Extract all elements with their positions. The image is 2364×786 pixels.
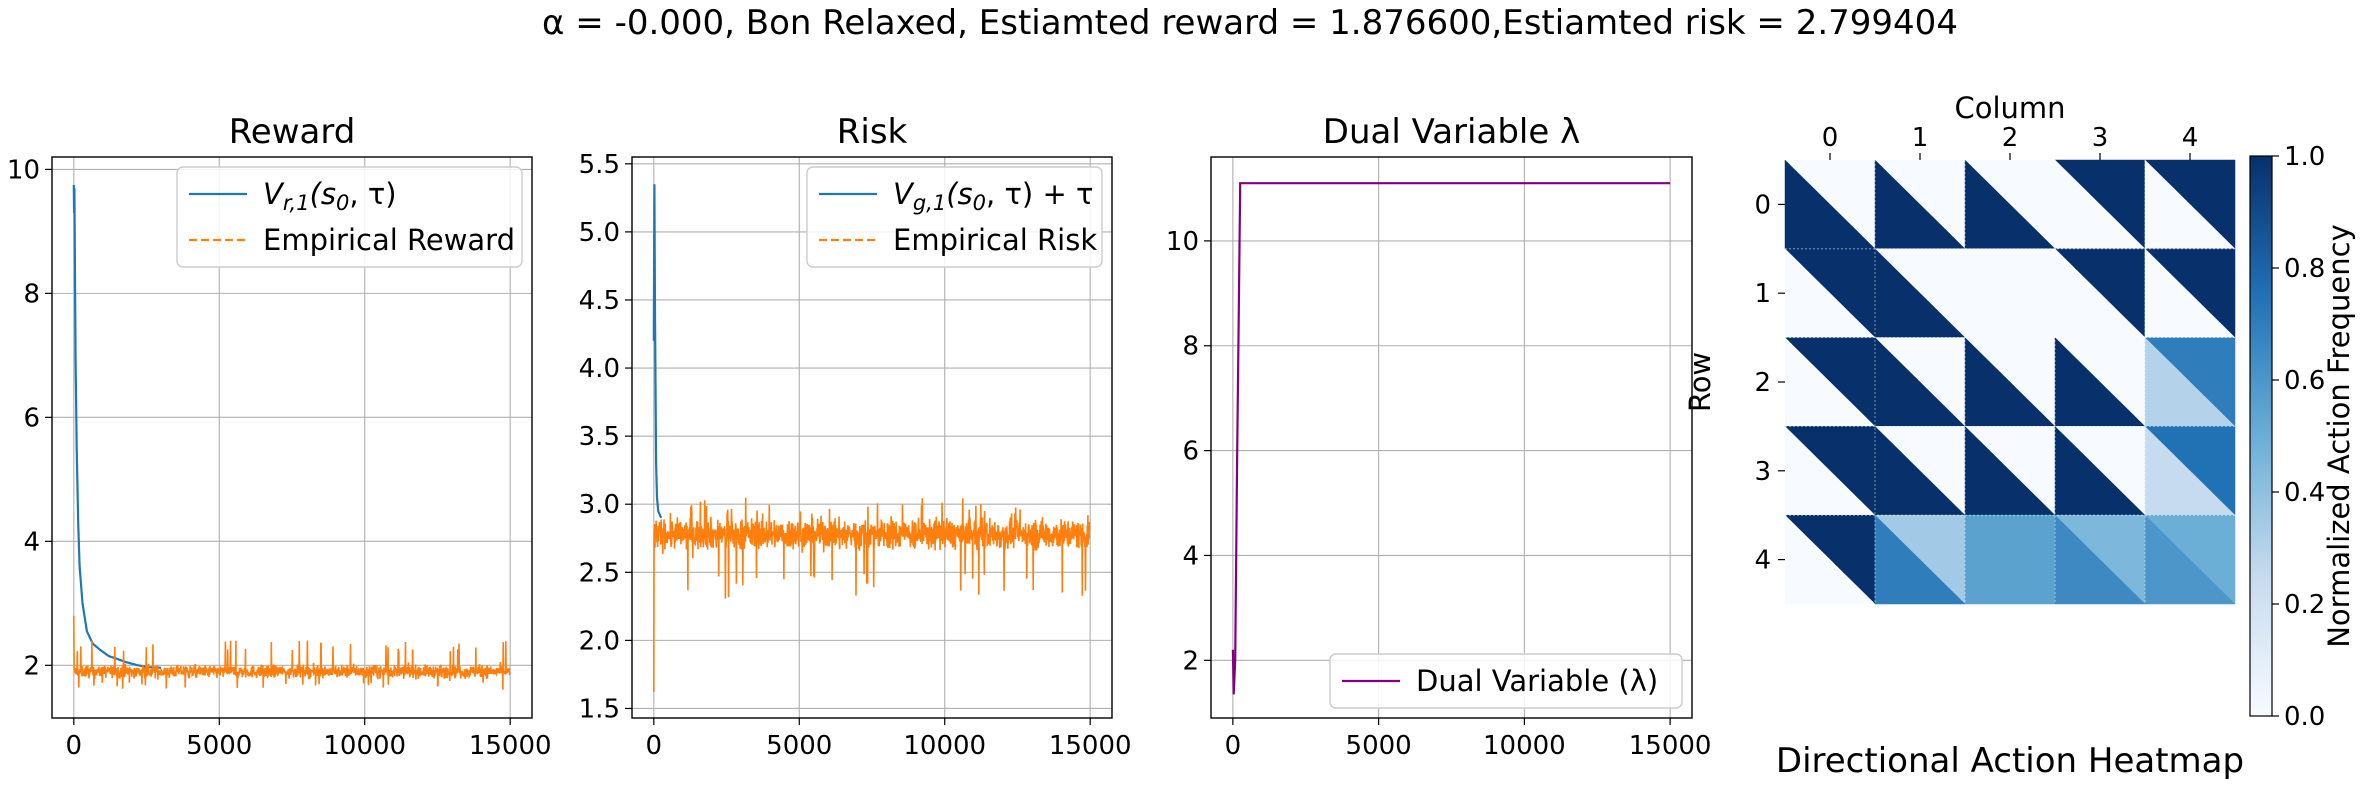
- row-tick-label: 1: [1754, 279, 1771, 309]
- plot-frame: [1210, 156, 1693, 719]
- x-tick-label: 5000: [186, 731, 252, 761]
- y-tick-label: 5.5: [579, 150, 620, 180]
- column-tick-label: 2: [2002, 123, 2019, 153]
- legend-box: [806, 166, 1103, 268]
- y-tick-label: 3.5: [579, 422, 620, 452]
- row-tick-label: 4: [1754, 546, 1771, 576]
- series-line: [72, 184, 162, 669]
- legend-box: [1329, 653, 1683, 709]
- legend-label: Vr,1(s0, τ): [263, 177, 397, 215]
- heatmap-cell-lower: [1874, 514, 1966, 605]
- x-tick-label: 0: [66, 731, 83, 761]
- y-tick-label: 4.5: [579, 286, 620, 316]
- colorbar: [2249, 155, 2273, 717]
- series-line: [652, 184, 663, 519]
- colorbar-tick-label: 0.8: [2284, 254, 2325, 284]
- line-panel-2: 0 5000 10000 15000 1.5 2.0 2.5 3.0 3.5 4.0 4.5 5.0 5…: [579, 112, 1132, 761]
- x-tick-label: 0: [1225, 731, 1242, 761]
- heatmap-cell-lower: [1964, 514, 2056, 605]
- plot-frame: [51, 156, 533, 719]
- x-tick-label: 15000: [469, 731, 552, 761]
- y-tick-label: 6: [23, 403, 40, 433]
- colorbar-tick-label: 0.4: [2284, 478, 2325, 508]
- column-tick-label: 3: [2092, 123, 2109, 153]
- figure-title: α = -0.000, Bon Relaxed, Estiamted rewar…: [542, 3, 1958, 43]
- y-tick-label: 4.0: [579, 354, 620, 384]
- x-tick-label: 10000: [903, 731, 986, 761]
- y-tick-label: 10: [1166, 227, 1199, 257]
- x-tick-label: 15000: [1629, 731, 1712, 761]
- heatmap-panel: 0 1 2 3 4 0 1 2 3 4 Column Row Directional Action He…: [1683, 91, 2356, 781]
- column-tick-label: 1: [1912, 123, 1929, 153]
- y-tick-label: 2: [23, 651, 40, 681]
- colorbar-label: Normalized Action Frequency: [2322, 224, 2356, 648]
- legend-label: Empirical Risk: [893, 223, 1097, 257]
- y-tick-label: 6: [1182, 437, 1199, 467]
- row-tick-label: 0: [1754, 190, 1771, 220]
- y-tick-label: 5.0: [579, 218, 620, 248]
- legend: Vr,1(s0, τ) Empirical Reward: [176, 166, 523, 268]
- column-tick-label: 4: [2182, 123, 2199, 153]
- y-tick-label: 4: [23, 527, 40, 557]
- y-tick-label: 3.0: [579, 490, 620, 520]
- x-tick-label: 10000: [1483, 731, 1566, 761]
- series-line: [1231, 182, 1671, 695]
- x-tick-label: 5000: [1346, 731, 1412, 761]
- row-axis-label: Row: [1683, 352, 1717, 412]
- panel-title: Dual Variable λ: [1323, 112, 1580, 152]
- colorbar-tick-label: 0.0: [2284, 702, 2325, 732]
- y-tick-label: 2.0: [579, 626, 620, 656]
- y-tick-label: 2: [1182, 646, 1199, 676]
- heatmap-cell-lower: [2144, 514, 2236, 605]
- series-line: [653, 497, 1091, 693]
- x-tick-label: 0: [646, 731, 663, 761]
- panel-title: Risk: [837, 112, 908, 152]
- colorbar-tick-label: 0.2: [2284, 590, 2325, 620]
- panel-title: Reward: [229, 112, 356, 152]
- row-tick-label: 3: [1754, 457, 1771, 487]
- column-axis-label: Column: [1954, 91, 2065, 125]
- legend-box: [176, 166, 523, 268]
- y-tick-label: 4: [1182, 541, 1199, 571]
- plot-frame: [631, 156, 1113, 719]
- legend-label: Dual Variable (λ): [1416, 664, 1658, 698]
- colorbar-tick-label: 1.0: [2284, 142, 2325, 172]
- y-tick-label: 8: [1182, 332, 1199, 362]
- y-tick-label: 2.5: [579, 558, 620, 588]
- column-tick-label: 0: [1822, 123, 1839, 153]
- y-tick-label: 8: [23, 279, 40, 309]
- line-panel-1: 0 5000 10000 15000 2 4 6 8 10 Reward Vr,1(s0, τ) Em…: [7, 112, 552, 761]
- legend: Vg,1(s0, τ) + τ Empirical Risk: [806, 166, 1103, 268]
- x-tick-label: 5000: [766, 731, 832, 761]
- x-tick-label: 15000: [1049, 731, 1132, 761]
- colorbar-tick-label: 0.6: [2284, 366, 2325, 396]
- legend-label: Empirical Reward: [263, 223, 515, 257]
- y-tick-label: 1.5: [579, 694, 620, 724]
- legend-label: Vg,1(s0, τ) + τ: [893, 177, 1093, 215]
- y-tick-label: 10: [7, 155, 40, 185]
- series-line: [73, 615, 511, 690]
- heatmap-title: Directional Action Heatmap: [1776, 741, 2244, 781]
- legend: Dual Variable (λ): [1329, 653, 1683, 709]
- line-panel-3: 0 5000 10000 15000 2 4 6 8 10 Dual Variable λ Dual…: [1166, 112, 1712, 761]
- row-tick-label: 2: [1754, 368, 1771, 398]
- x-tick-label: 10000: [323, 731, 406, 761]
- heatmap-cell-lower: [2054, 514, 2146, 605]
